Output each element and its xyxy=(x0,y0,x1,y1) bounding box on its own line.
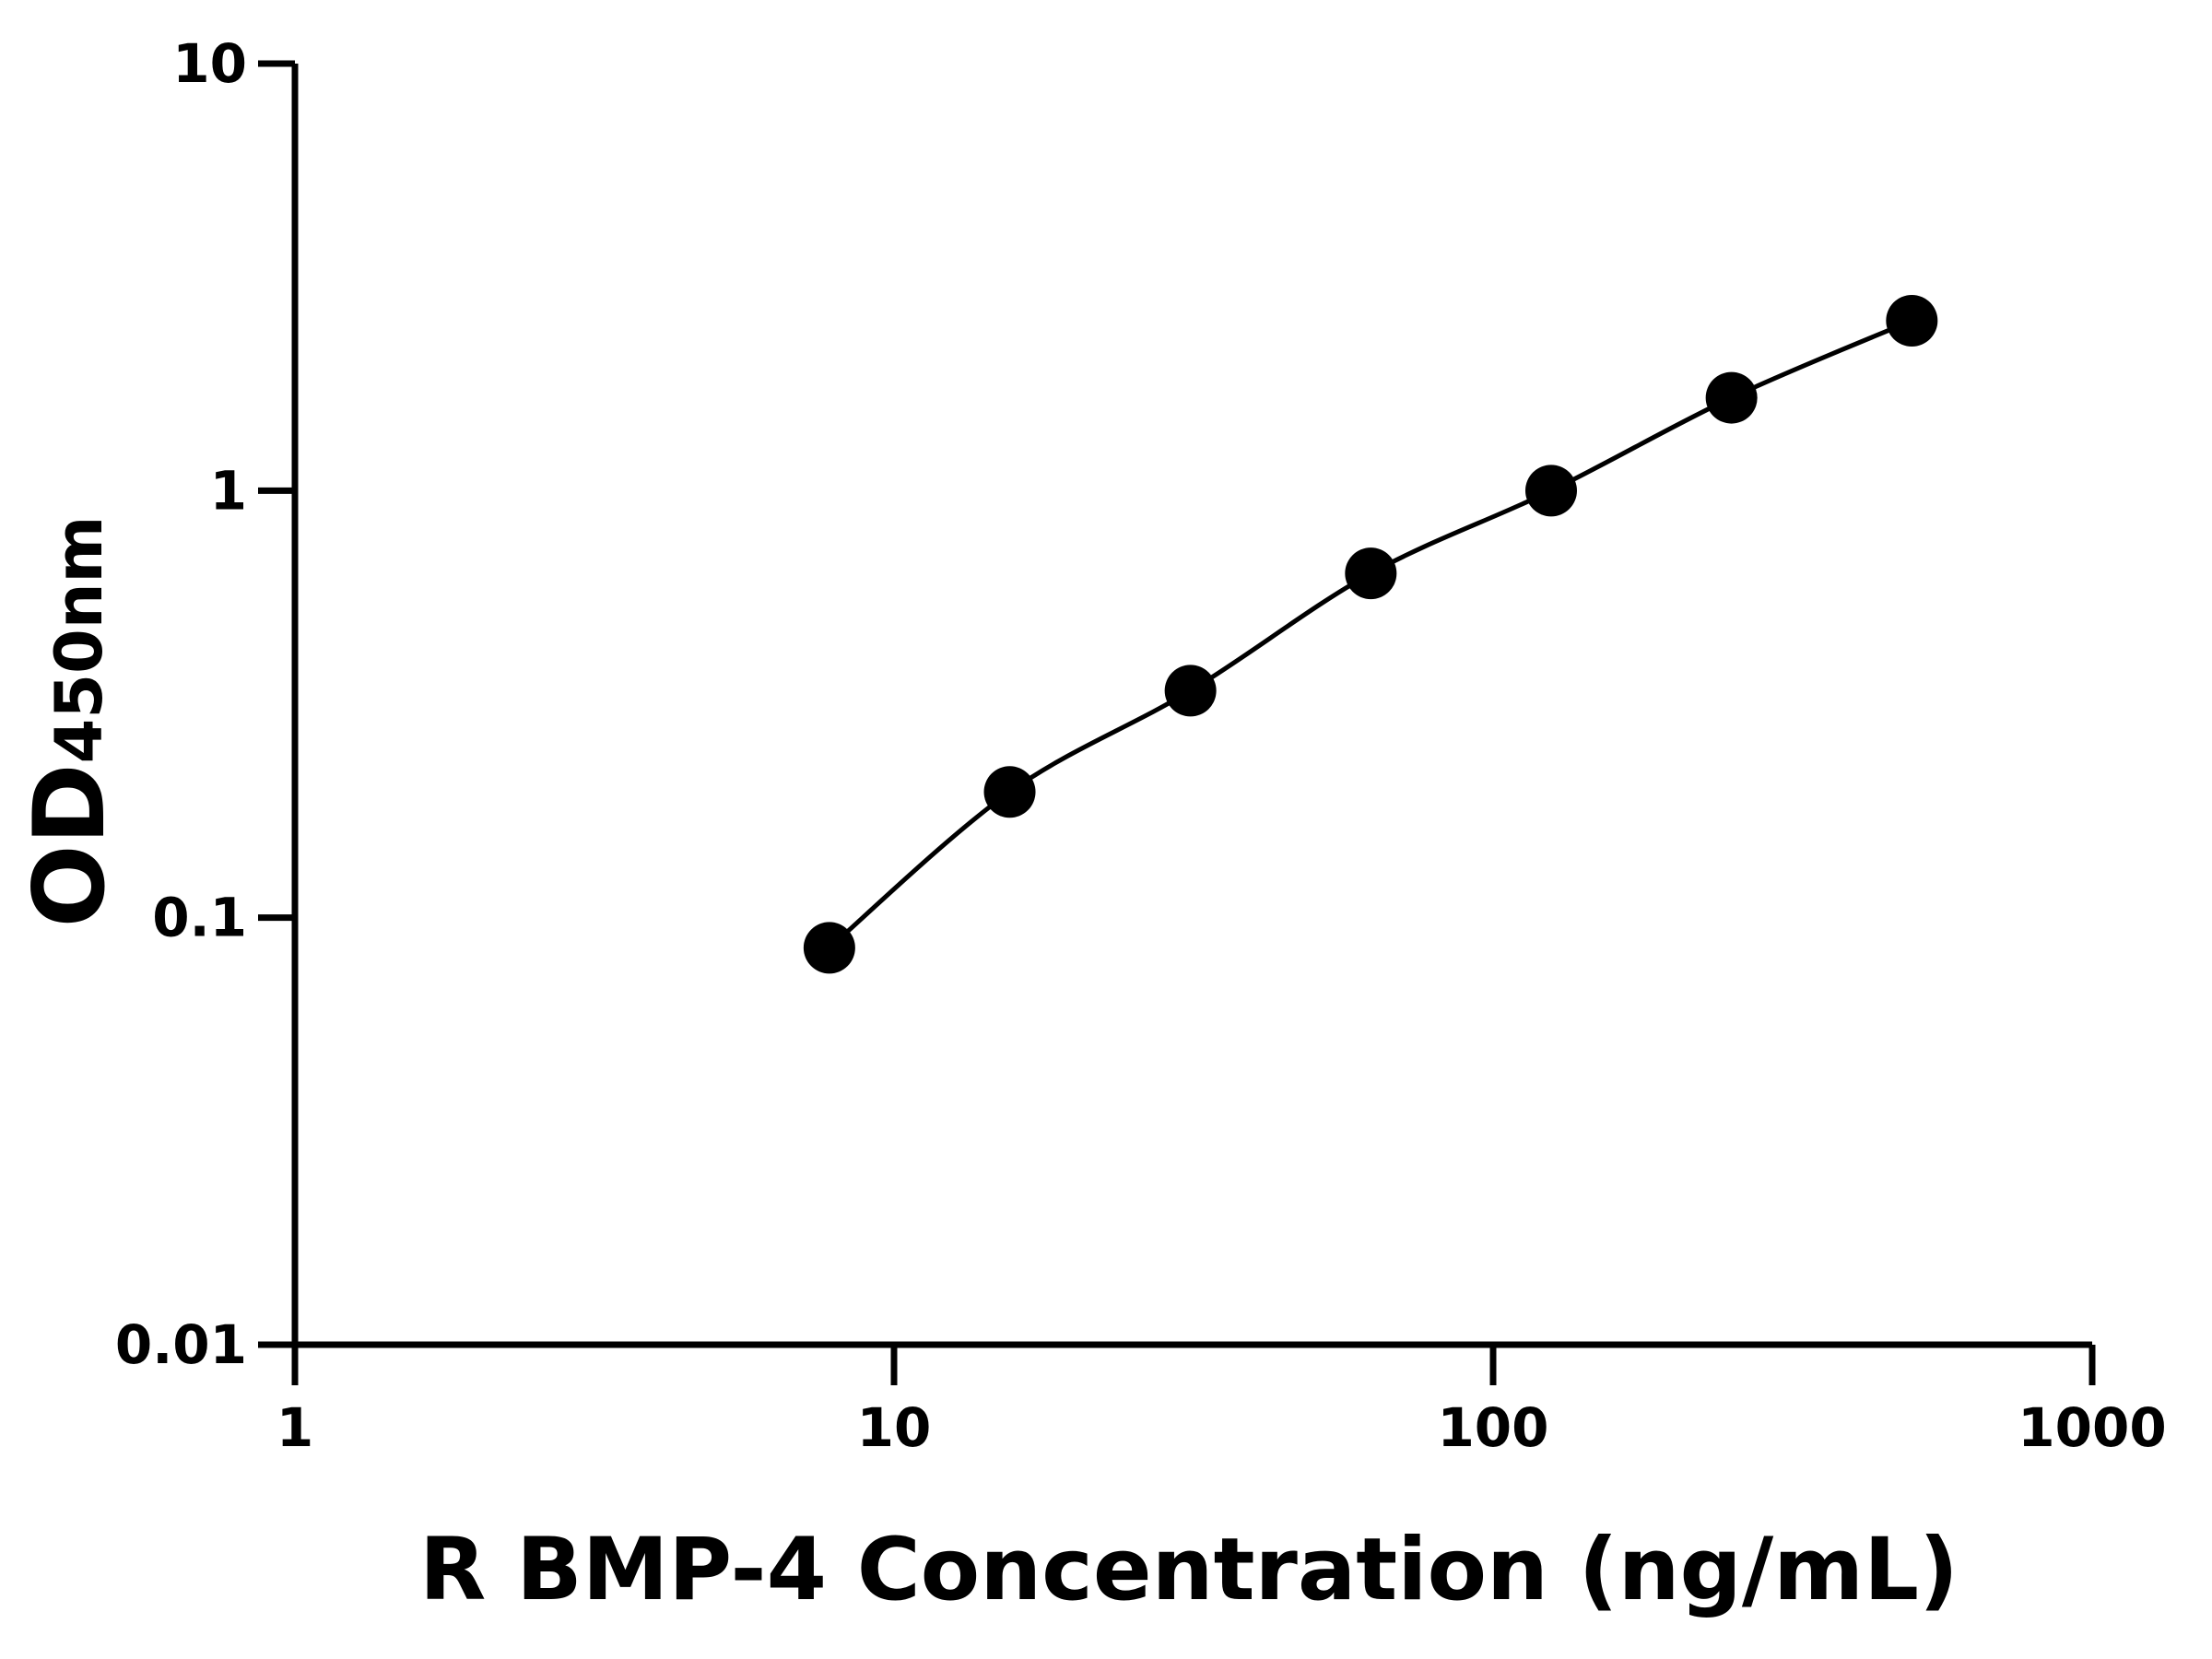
x-tick-label: 100 xyxy=(1437,1396,1548,1459)
y-tick-label: 10 xyxy=(172,32,247,95)
y-axis-label-main: OD xyxy=(13,763,126,927)
x-tick-label: 10 xyxy=(857,1396,932,1459)
data-point xyxy=(1705,371,1758,424)
data-point xyxy=(1886,294,1938,347)
data-point xyxy=(1164,665,1217,717)
x-axis-label: R BMP-4 Concentration (ng/mL) xyxy=(419,1520,1959,1620)
data-point xyxy=(983,766,1036,818)
y-tick-label: 0.01 xyxy=(115,1313,247,1376)
data-point xyxy=(1345,547,1397,600)
y-axis-label: OD450nm xyxy=(13,515,126,927)
x-tick-label: 1000 xyxy=(2018,1396,2166,1459)
y-axis-label-sub: 450nm xyxy=(41,515,117,763)
x-tick-label: 1 xyxy=(276,1396,313,1459)
data-point xyxy=(803,922,855,974)
y-tick-label: 0.1 xyxy=(152,887,247,949)
y-tick-label: 1 xyxy=(210,459,247,522)
data-point xyxy=(1524,465,1577,517)
